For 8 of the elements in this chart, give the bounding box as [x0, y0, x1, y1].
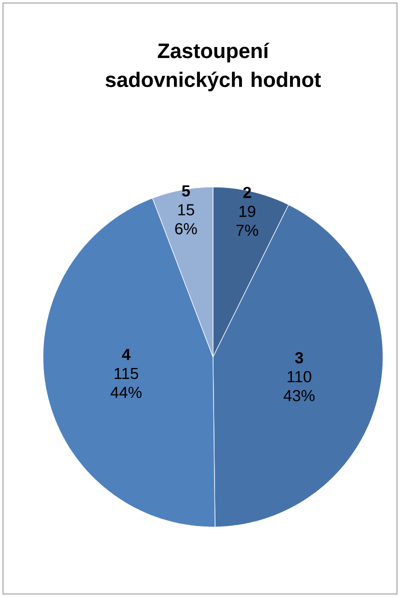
data-label: 115 44% [110, 368, 142, 398]
data-label: 110 43% [284, 371, 315, 402]
slice-label: 4 [122, 349, 131, 360]
slice-label: 5 [182, 185, 190, 196]
data-label: 15 6% [175, 204, 197, 234]
slice-label: 3 [295, 352, 304, 364]
data-label: 19 7% [236, 206, 258, 236]
chart-title: Zastoupení sadovnických hodnot [106, 42, 321, 92]
